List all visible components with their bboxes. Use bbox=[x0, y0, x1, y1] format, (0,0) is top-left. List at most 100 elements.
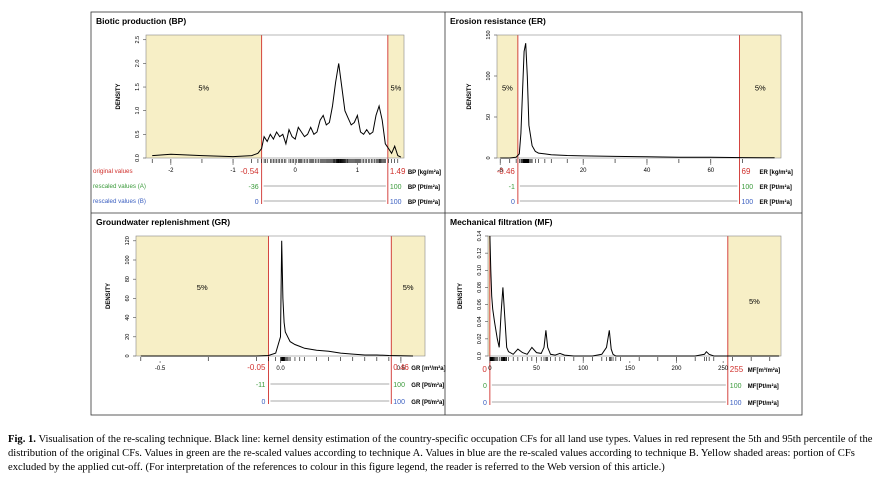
value-low: -0.46 bbox=[497, 167, 516, 176]
value-low: -0.54 bbox=[240, 167, 259, 176]
value-low: 0 bbox=[483, 400, 487, 407]
unit-label: BP [Pt/m²a] bbox=[408, 184, 440, 191]
y-axis-label: DENSITY bbox=[106, 283, 112, 309]
density-line bbox=[500, 43, 775, 159]
value-high: 0.46 bbox=[393, 363, 409, 372]
row-label: rescaled values (B) bbox=[93, 198, 146, 205]
x-tick-label: 100 bbox=[578, 366, 589, 372]
x-tick-label: 60 bbox=[707, 168, 714, 174]
value-high: 100 bbox=[730, 400, 742, 407]
y-tick-label: 0.10 bbox=[477, 265, 483, 276]
value-low: 0 bbox=[482, 365, 487, 374]
value-low: 0 bbox=[511, 199, 515, 206]
value-low: -36 bbox=[249, 184, 259, 191]
value-high: 100 bbox=[742, 199, 754, 206]
y-tick-label: 40 bbox=[125, 315, 131, 321]
unit-label: ER [Pt/m²a] bbox=[760, 199, 792, 206]
y-tick-label: 2.0 bbox=[135, 60, 141, 68]
unit-label: ER [kg/m²a] bbox=[760, 169, 793, 176]
unit-label: BP [Pt/m²a] bbox=[408, 199, 440, 206]
y-tick-label: 50 bbox=[486, 114, 492, 120]
x-tick-label: 150 bbox=[625, 366, 636, 372]
value-low: 0 bbox=[483, 383, 487, 390]
y-tick-label: 0.0 bbox=[135, 154, 141, 162]
caption-text: Visualisation of the re-scaling techniqu… bbox=[8, 434, 873, 473]
x-tick-label: 250 bbox=[718, 366, 729, 372]
plot-area bbox=[496, 34, 782, 159]
value-low: 0 bbox=[255, 199, 259, 206]
x-tick-label: 0 bbox=[488, 366, 492, 372]
value-high: 255 bbox=[730, 365, 744, 374]
chart-panel-4: Mechanical filtration (MF) 5% 0.0 0.02 0.04 0… bbox=[450, 217, 782, 407]
value-high: 100 bbox=[390, 184, 402, 191]
y-tick-label: 60 bbox=[125, 295, 131, 301]
x-tick-label: -0.5 bbox=[155, 366, 166, 372]
shade-low bbox=[146, 35, 262, 158]
value-high: 100 bbox=[730, 383, 742, 390]
chart-panel-2: Erosion resistance (ER) 5% 5% 0 50 100 150 DENS… bbox=[450, 16, 793, 206]
y-tick-label: 2.5 bbox=[135, 36, 141, 44]
rug-marks bbox=[489, 357, 771, 361]
row-label: original values bbox=[93, 168, 133, 175]
rug-marks bbox=[499, 159, 744, 163]
x-tick-label: -2 bbox=[168, 168, 174, 174]
shade-high bbox=[739, 35, 781, 158]
rug-marks bbox=[151, 159, 399, 163]
x-tick-label: 20 bbox=[580, 168, 587, 174]
y-tick-label: 0.02 bbox=[477, 333, 483, 344]
value-high: 1.49 bbox=[390, 167, 406, 176]
caption-label: Fig. 1. bbox=[8, 434, 36, 445]
shade-label-high: 5% bbox=[755, 83, 766, 92]
y-axis-label: DENSITY bbox=[458, 283, 464, 309]
y-tick-label: 0.12 bbox=[477, 248, 483, 259]
shade-high bbox=[391, 236, 425, 356]
unit-label: MF[Pt/m²a] bbox=[748, 400, 779, 407]
shade-label-high: 5% bbox=[403, 283, 414, 292]
shade-label-high: 5% bbox=[390, 83, 401, 92]
density-line bbox=[140, 240, 414, 357]
density-line bbox=[489, 235, 780, 357]
chart-panel-3: Groundwater replenishment (GR) 5% 5% 0 20 40 6… bbox=[96, 217, 446, 406]
value-low: -0.05 bbox=[247, 363, 266, 372]
value-low: -11 bbox=[256, 382, 266, 389]
y-axis-label: DENSITY bbox=[467, 83, 473, 109]
shade-high bbox=[387, 35, 404, 158]
y-tick-label: 20 bbox=[125, 334, 131, 340]
figure-frame bbox=[90, 11, 803, 416]
y-tick-label: 0.0 bbox=[477, 352, 483, 360]
shade-label-low: 5% bbox=[197, 283, 208, 292]
rug-marks bbox=[140, 357, 402, 361]
y-tick-label: 1.5 bbox=[135, 83, 141, 91]
shade-low bbox=[497, 35, 518, 158]
value-high: 100 bbox=[742, 184, 754, 191]
x-tick-label: -8 bbox=[498, 168, 504, 174]
unit-label: BP [kg/m²a] bbox=[408, 169, 441, 176]
figure-caption: Fig. 1. Visualisation of the re-scaling … bbox=[8, 433, 884, 475]
y-tick-label: 1.0 bbox=[135, 107, 141, 115]
x-tick-label: 40 bbox=[644, 168, 651, 174]
unit-label: GR [m³/m²a] bbox=[411, 365, 445, 372]
y-tick-label: 0.06 bbox=[477, 299, 483, 310]
x-tick-label: 0 bbox=[294, 168, 298, 174]
x-tick-label: 0.5 bbox=[397, 366, 406, 372]
y-tick-label: 0.04 bbox=[477, 316, 483, 327]
plot-area bbox=[145, 34, 405, 159]
unit-label: GR [Pt/m²a] bbox=[411, 399, 444, 406]
y-tick-label: 0.14 bbox=[477, 231, 483, 242]
y-tick-label: 0 bbox=[125, 354, 131, 357]
shade-label-low: 5% bbox=[502, 83, 513, 92]
chart-title: Groundwater replenishment (GR) bbox=[96, 217, 230, 227]
x-tick-label: 0.0 bbox=[276, 366, 285, 372]
unit-label: MF[Pt/m²a] bbox=[748, 383, 779, 390]
shade-low bbox=[488, 236, 490, 356]
x-tick-label: 50 bbox=[533, 366, 540, 372]
figure-panels: Biotic production (BP) 5% 5% 0.0 0.5 1.0 1.5 2.… bbox=[90, 11, 803, 416]
value-low: 0 bbox=[262, 399, 266, 406]
y-tick-label: 0.5 bbox=[135, 131, 141, 139]
unit-label: MF[m³/m²a] bbox=[748, 367, 780, 374]
shade-label-high: 5% bbox=[749, 297, 760, 306]
x-tick-label: -1 bbox=[230, 168, 236, 174]
y-tick-label: 100 bbox=[125, 255, 131, 264]
y-tick-label: 0.08 bbox=[477, 282, 483, 293]
value-low: -1 bbox=[509, 184, 515, 191]
